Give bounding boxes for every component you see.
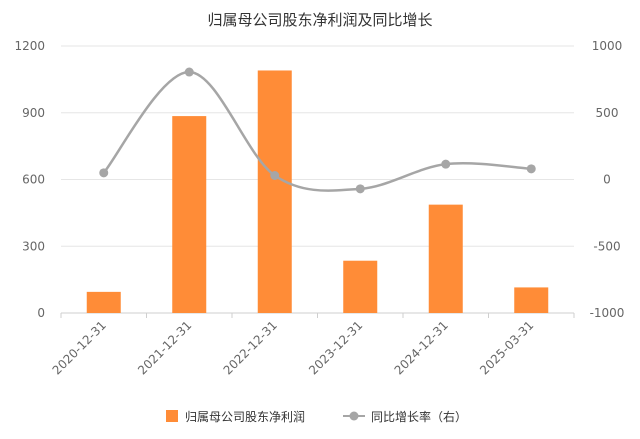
gridlines [61, 45, 574, 314]
x-axis-labels: 2020-12-31 2021-12-31 2022-12-31 2023-12-31… [50, 313, 575, 377]
legend-line-marker [349, 411, 359, 421]
growth-point [99, 168, 109, 178]
left-tick-label: 300 [22, 239, 45, 253]
left-tick-label: 900 [22, 106, 45, 120]
bar [343, 260, 378, 313]
left-tick-label: 600 [22, 173, 45, 187]
right-tick-label: -500 [593, 239, 620, 253]
left-axis-ticks: 0 300 600 900 1200 [14, 39, 45, 320]
bar [428, 204, 463, 313]
legend-line-label: 同比增长率（右） [371, 409, 467, 424]
growth-line [102, 70, 532, 192]
x-tick-label: 2025-03-31 [477, 318, 536, 377]
legend-bar-swatch [166, 410, 178, 422]
growth-point [526, 164, 536, 174]
x-tick-label: 2020-12-31 [50, 318, 109, 377]
growth-point [441, 159, 451, 169]
right-tick-label: -1000 [590, 306, 625, 320]
legend-bar-label: 归属母公司股东净利润 [185, 410, 305, 424]
bar [257, 70, 292, 313]
growth-point [184, 67, 194, 77]
bar-series [86, 70, 549, 314]
growth-point [270, 170, 280, 180]
line-series [99, 67, 536, 194]
x-tick-label: 2023-12-31 [306, 318, 365, 377]
bar [86, 291, 121, 313]
x-tick-label: 2021-12-31 [135, 318, 194, 377]
right-tick-label: 1000 [592, 39, 623, 53]
right-tick-label: 0 [603, 173, 611, 187]
x-tick-label: 2022-12-31 [221, 318, 280, 377]
growth-point [355, 184, 365, 194]
chart-title: 归属母公司股东净利润及同比增长 [207, 11, 432, 29]
x-tick-label: 2024-12-31 [392, 318, 451, 377]
legend: 归属母公司股东净利润 同比增长率（右） [166, 409, 467, 424]
right-axis-ticks: -1000 -500 0 500 1000 [590, 39, 625, 320]
left-tick-label: 0 [37, 306, 45, 320]
left-tick-label: 1200 [14, 39, 45, 53]
bar [172, 116, 207, 314]
bar [514, 287, 549, 313]
right-tick-label: 500 [596, 106, 619, 120]
